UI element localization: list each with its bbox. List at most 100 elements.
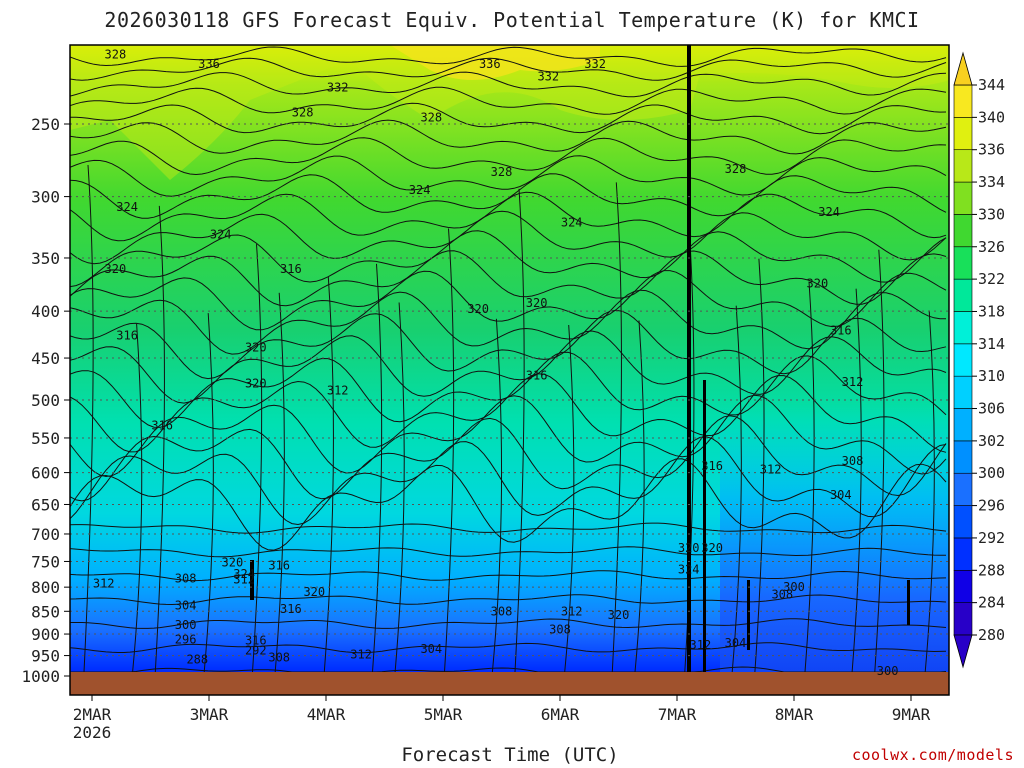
contour-line bbox=[70, 394, 947, 478]
colorbar-label: 306 bbox=[978, 400, 1005, 418]
y-tick-label: 900 bbox=[31, 625, 60, 644]
colorbar-band bbox=[953, 408, 973, 442]
contour-label: 308 bbox=[549, 623, 571, 637]
colorbar-label: 296 bbox=[978, 497, 1005, 515]
contour-line-vertical bbox=[274, 292, 285, 673]
contour-line bbox=[70, 270, 947, 331]
x-axis-title: Forecast Time (UTC) bbox=[401, 744, 619, 766]
colorbar-band bbox=[953, 149, 973, 183]
colorbar-label: 322 bbox=[978, 270, 1005, 288]
contour-label: 328 bbox=[725, 162, 747, 176]
contour-line-vertical bbox=[731, 305, 742, 673]
x-tick-label: 3MAR bbox=[190, 705, 229, 724]
contour-label: 328 bbox=[105, 48, 127, 62]
colorbar-label: 280 bbox=[978, 626, 1005, 644]
contour-label: 320 bbox=[526, 296, 548, 310]
contour-label: 312 bbox=[561, 604, 583, 618]
contour-label: 332 bbox=[584, 57, 606, 71]
colorbar-band bbox=[953, 343, 973, 377]
contour-line-vertical bbox=[514, 188, 525, 673]
contour-label: 312 bbox=[327, 383, 349, 397]
contour-label: 320 bbox=[678, 541, 700, 555]
colorbar-min-arrow bbox=[953, 634, 973, 669]
contour-line-vertical bbox=[491, 318, 503, 673]
colorbar-label: 284 bbox=[978, 594, 1005, 612]
contour-label: 316 bbox=[526, 368, 548, 382]
colorbar-label: 288 bbox=[978, 561, 1005, 579]
contour-label: 316 bbox=[116, 328, 138, 342]
contour-line-vertical bbox=[203, 313, 214, 673]
contour-line-vertical bbox=[874, 249, 885, 673]
contour-label: 300 bbox=[175, 618, 197, 632]
colorbar-label: 330 bbox=[978, 205, 1005, 223]
contour-label: 316 bbox=[268, 559, 290, 573]
contour-label: 292 bbox=[245, 644, 267, 658]
x-tick-label: 8MAR bbox=[775, 705, 814, 724]
contour-line bbox=[70, 546, 946, 558]
y-tick-label: 800 bbox=[31, 578, 60, 597]
contour-line bbox=[70, 250, 947, 307]
colorbar-band bbox=[953, 278, 973, 312]
contour-line bbox=[70, 119, 947, 155]
contour-label: 312 bbox=[233, 573, 255, 587]
chart-title: 2026030118 GFS Forecast Equiv. Potential… bbox=[104, 8, 920, 32]
colorbar-max-arrow bbox=[953, 51, 973, 86]
contour-label: 312 bbox=[760, 462, 782, 476]
contour-line-vertical bbox=[804, 281, 815, 673]
x-tick-label: 2MAR bbox=[73, 705, 112, 724]
contour-line-vertical bbox=[252, 244, 263, 673]
plot-field: 3283363323283363323323283283243243283243… bbox=[70, 45, 949, 695]
y-tick-label: 300 bbox=[31, 188, 60, 207]
contour-label: 324 bbox=[409, 183, 431, 197]
contour-line bbox=[70, 458, 947, 551]
y-tick-label: 550 bbox=[31, 429, 60, 448]
contour-label: 300 bbox=[783, 580, 805, 594]
contour-line bbox=[70, 191, 947, 242]
contour-line-vertical bbox=[851, 288, 862, 673]
colorbar-label: 344 bbox=[978, 76, 1005, 94]
y-tick-label: 350 bbox=[31, 249, 60, 268]
contour-line-vertical bbox=[611, 182, 622, 673]
colorbar-band bbox=[953, 311, 973, 345]
y-tick-label: 950 bbox=[31, 647, 60, 666]
contour-label: 320 bbox=[105, 262, 127, 276]
colorbar-band bbox=[953, 602, 973, 636]
y-axis: 250 300 350 400 450 500 550 600 650 700 750 800 850 9… bbox=[21, 115, 70, 686]
contour-label: 316 bbox=[280, 262, 302, 276]
credit-label: coolwx.com/models bbox=[851, 746, 1014, 764]
x-tick-sublabel: 2026 bbox=[73, 723, 112, 742]
vertical-artifact bbox=[250, 560, 254, 600]
contour-label: 324 bbox=[116, 200, 138, 214]
contour-line bbox=[70, 155, 947, 197]
contour-label: 320 bbox=[245, 377, 267, 391]
contour-label: 328 bbox=[292, 106, 314, 120]
eastern-cold-region bbox=[720, 45, 949, 695]
contour-line bbox=[70, 309, 947, 380]
contour-label: 308 bbox=[491, 604, 513, 618]
contour-line-vertical bbox=[754, 258, 765, 673]
contour-line bbox=[70, 230, 947, 288]
contour-line-vertical bbox=[394, 302, 405, 673]
contour-label: 324 bbox=[561, 215, 583, 229]
contour-label: 308 bbox=[268, 651, 290, 665]
x-tick-label: 9MAR bbox=[892, 705, 931, 724]
contour-label: 336 bbox=[479, 57, 501, 71]
contour-label: 312 bbox=[690, 638, 712, 652]
contour-label: 320 bbox=[467, 302, 489, 316]
y-tick-label: 450 bbox=[31, 349, 60, 368]
contour-label: 288 bbox=[186, 653, 208, 667]
contour-line bbox=[70, 137, 947, 176]
x-tick-label: 7MAR bbox=[658, 705, 697, 724]
contour-line bbox=[70, 618, 947, 629]
contour-line-vertical bbox=[634, 320, 645, 673]
contour-label: 316 bbox=[151, 418, 173, 432]
contour-line bbox=[70, 86, 947, 115]
contour-line-vertical bbox=[924, 310, 935, 673]
colorbar-band bbox=[953, 375, 973, 409]
contour-line-vertical bbox=[154, 205, 165, 673]
contour-label: 304 bbox=[175, 599, 197, 613]
upper-hot-region bbox=[390, 45, 600, 80]
contour-line-vertical bbox=[83, 164, 94, 673]
colorbar-band bbox=[953, 537, 973, 571]
colorbar-band bbox=[953, 569, 973, 603]
